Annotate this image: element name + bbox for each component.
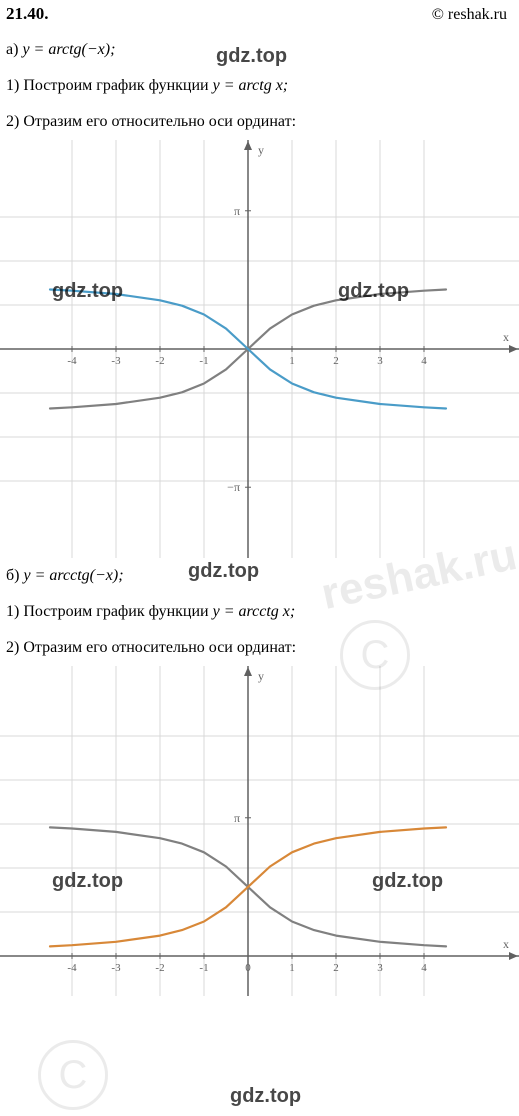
svg-text:4: 4 xyxy=(421,962,427,974)
svg-text:3: 3 xyxy=(377,355,383,367)
section-a-step2: 2) Отразим его относительно оси ординат: xyxy=(0,104,519,140)
svg-text:-2: -2 xyxy=(155,962,164,974)
problem-number: 21.40. xyxy=(6,4,49,24)
svg-text:-4: -4 xyxy=(67,355,77,367)
svg-text:y: y xyxy=(258,143,264,157)
svg-text:-2: -2 xyxy=(155,355,164,367)
section-a-step1: 1) Построим график функции y = arctg x; xyxy=(0,68,519,104)
copyright-circle: C xyxy=(38,1040,108,1110)
svg-text:x: x xyxy=(503,330,509,344)
chart2: -4 -3 -2 -1 0 1 2 3 4 π x y xyxy=(0,666,519,996)
svg-text:2: 2 xyxy=(333,355,339,367)
svg-text:-1: -1 xyxy=(199,962,208,974)
svg-text:x: x xyxy=(503,937,509,951)
svg-text:y: y xyxy=(258,669,264,683)
svg-text:0: 0 xyxy=(245,962,251,974)
svg-text:-1: -1 xyxy=(199,355,208,367)
svg-text:3: 3 xyxy=(377,962,383,974)
svg-text:1: 1 xyxy=(289,962,295,974)
section-b-step1: 1) Построим график функции y = arcctg x; xyxy=(0,594,519,630)
svg-text:-4: -4 xyxy=(67,962,77,974)
section-b-step2: 2) Отразим его относительно оси ординат: xyxy=(0,630,519,666)
chart1-container: -4 -3 -2 -1 1 2 3 4 π −π x y xyxy=(0,140,519,558)
chart1: -4 -3 -2 -1 1 2 3 4 π −π x y xyxy=(0,140,519,558)
svg-text:π: π xyxy=(234,811,240,825)
chart2-container: -4 -3 -2 -1 0 1 2 3 4 π x y xyxy=(0,666,519,996)
svg-text:1: 1 xyxy=(289,355,295,367)
svg-text:-3: -3 xyxy=(111,962,121,974)
section-a-formula: а) y = arctg(−x); xyxy=(0,32,519,68)
svg-text:π: π xyxy=(234,204,240,218)
svg-text:2: 2 xyxy=(333,962,339,974)
svg-text:-3: -3 xyxy=(111,355,121,367)
watermark-text: gdz.top xyxy=(230,1085,301,1108)
section-b-formula: б) y = arcctg(−x); xyxy=(0,558,519,594)
copyright: © reshak.ru xyxy=(432,6,507,24)
svg-text:4: 4 xyxy=(421,355,427,367)
svg-text:−π: −π xyxy=(227,480,240,494)
